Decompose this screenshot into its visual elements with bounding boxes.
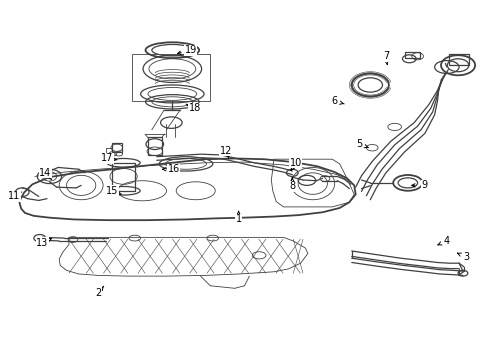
Text: 4: 4 [443,236,449,246]
Bar [112,143,122,152]
Bar [405,51,419,58]
Text: 14: 14 [40,168,52,178]
Text: 5: 5 [355,139,362,149]
Text: 9: 9 [421,180,427,190]
Text: 1: 1 [235,215,241,224]
Text: 6: 6 [331,96,337,106]
Text: 13: 13 [36,238,48,248]
Text: 11: 11 [8,191,20,201]
Text: 10: 10 [289,158,301,168]
Text: 19: 19 [184,45,197,55]
Bar [148,137,161,155]
Text: 12: 12 [219,145,232,156]
Text: 16: 16 [167,164,180,174]
Text: 15: 15 [105,186,118,196]
Text: 8: 8 [288,181,295,191]
Bar [132,54,210,101]
Text: 2: 2 [95,288,101,298]
Text: 3: 3 [462,252,468,262]
Text: 7: 7 [382,51,388,61]
Text: 18: 18 [188,103,201,113]
Bar [448,54,468,65]
Bar [112,163,135,191]
Text: 17: 17 [101,153,113,163]
